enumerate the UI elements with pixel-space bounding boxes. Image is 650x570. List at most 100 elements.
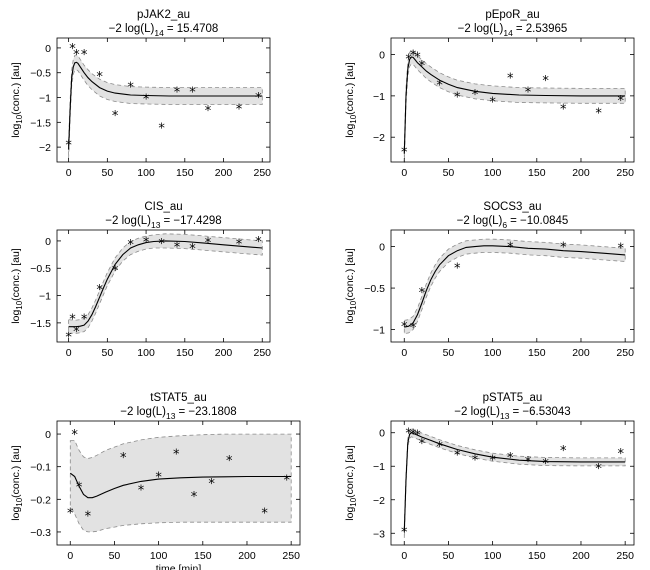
observation-point: * [127, 238, 134, 253]
observation-point: * [405, 427, 412, 442]
confidence-band [68, 54, 263, 159]
y-tick-label: −2 [373, 132, 385, 144]
x-tick-label: 50 [443, 347, 455, 359]
observation-point: * [158, 237, 165, 252]
observation-point: * [542, 74, 549, 89]
observation-point: * [96, 283, 103, 298]
observation-point: * [127, 81, 134, 96]
x-tick-label: 150 [176, 167, 194, 179]
y-axis-label: log10(conc.) [au] [10, 62, 24, 138]
x-tick-label: 150 [528, 347, 546, 359]
confidence-band [403, 238, 626, 335]
y-tick-label: 0 [45, 429, 51, 441]
y-tick-label: −1 [373, 325, 385, 337]
observation-point: * [489, 96, 496, 111]
x-tick-label: 150 [176, 347, 194, 359]
observation-point: * [401, 320, 408, 335]
y-axis-label: log10(conc.) [au] [344, 248, 358, 324]
axes-box [390, 229, 635, 343]
x-axis-label: time [min] [156, 563, 202, 570]
x-tick-label: 0 [66, 347, 72, 359]
x-tick-label: 200 [572, 550, 590, 562]
x-tick-label: 250 [616, 167, 634, 179]
stat-label: −2 log(L) [105, 215, 151, 227]
stat-value: = 15.4708 [167, 23, 218, 35]
subplot-6: pSTAT5_au−2 log(L)13 = −6.53043***** ** * * *… [344, 392, 635, 562]
model-fit-line [68, 240, 263, 328]
observation-point: * [173, 448, 180, 463]
y-axis-label: log10(conc.) [au] [10, 445, 24, 521]
y-tick-label: −0.3 [30, 527, 51, 539]
observation-point: * [401, 526, 408, 541]
subplot-title: pEpoR_au [485, 9, 539, 21]
x-tick-label: 150 [528, 550, 546, 562]
y-tick-label: −1.5 [30, 117, 51, 129]
subplot-title: pJAK2_au [137, 9, 190, 21]
observation-point: * [507, 71, 514, 86]
stat-label: −2 log(L) [109, 23, 155, 35]
axes-box [56, 229, 271, 343]
y-axis-label: log10(conc.) [au] [10, 248, 24, 324]
y-tick-label: 0 [379, 50, 385, 62]
observation-point: * [617, 447, 624, 462]
confidence-band [403, 49, 626, 163]
observation-point: * [143, 93, 150, 108]
axes-box [390, 420, 635, 546]
axes-box [390, 37, 635, 163]
subplot-title: tSTAT5_au [150, 392, 206, 404]
y-axis-label: log10(conc.) [au] [344, 445, 358, 521]
x-tick-label: 250 [282, 550, 300, 562]
stat-value: = −6.53043 [512, 406, 570, 418]
observation-point: * [419, 437, 426, 452]
subplot-title: SOCS3_au [483, 201, 541, 213]
y-tick-label: −0.2 [30, 494, 51, 506]
y-axis-label: log10(conc.) [au] [344, 62, 358, 138]
observation-point: * [414, 428, 421, 443]
observation-point: * [236, 102, 243, 117]
observation-point: * [419, 59, 426, 74]
x-tick-label: 100 [484, 550, 502, 562]
stat-value: = −17.4298 [163, 215, 221, 227]
observation-point: * [617, 241, 624, 256]
y-tick-label: −0.5 [30, 263, 51, 275]
x-tick-label: 250 [616, 550, 634, 562]
observation-point: * [65, 139, 72, 154]
observation-point: * [560, 102, 567, 117]
stat-subscript: 13 [166, 411, 176, 421]
observation-point: * [208, 477, 215, 492]
observation-point: * [507, 241, 514, 256]
y-tick-label: −1.5 [30, 318, 51, 330]
observation-point: * [255, 91, 262, 106]
observation-point: * [560, 444, 567, 459]
observation-point: * [436, 440, 443, 455]
subplot-statistic: −2 log(L)6 = −10.0845 [457, 215, 569, 230]
observation-point: * [489, 454, 496, 469]
confidence-band [69, 433, 292, 533]
y-tick-label: 0 [379, 242, 385, 254]
model-fit-line [403, 432, 626, 532]
observation-point: * [112, 264, 119, 279]
subplot-statistic: −2 log(L)13 = −6.53043 [454, 406, 570, 421]
observation-point: * [261, 506, 268, 521]
x-tick-label: 100 [484, 347, 502, 359]
observation-point: * [76, 480, 83, 495]
observation-point: * [401, 146, 408, 161]
observation-point: * [191, 490, 198, 505]
y-tick-label: −1 [39, 291, 51, 303]
observation-point: * [120, 451, 127, 466]
x-tick-label: 200 [572, 347, 590, 359]
observation-point: * [595, 106, 602, 121]
model-fit-line [404, 245, 626, 328]
subplot-statistic: −2 log(L)13 = −23.1808 [120, 406, 236, 421]
stat-subscript: 14 [154, 28, 164, 38]
x-tick-label: 0 [66, 167, 72, 179]
subplot-statistic: −2 log(L)14 = 15.4708 [109, 23, 219, 38]
observation-point: * [81, 48, 88, 63]
y-tick-label: −0.5 [30, 68, 51, 80]
stat-subscript: 6 [502, 220, 507, 230]
x-tick-label: 150 [528, 167, 546, 179]
x-tick-label: 50 [102, 347, 114, 359]
stat-label: −2 log(L) [454, 406, 500, 418]
observation-point: * [454, 91, 461, 106]
observation-point: * [419, 286, 426, 301]
